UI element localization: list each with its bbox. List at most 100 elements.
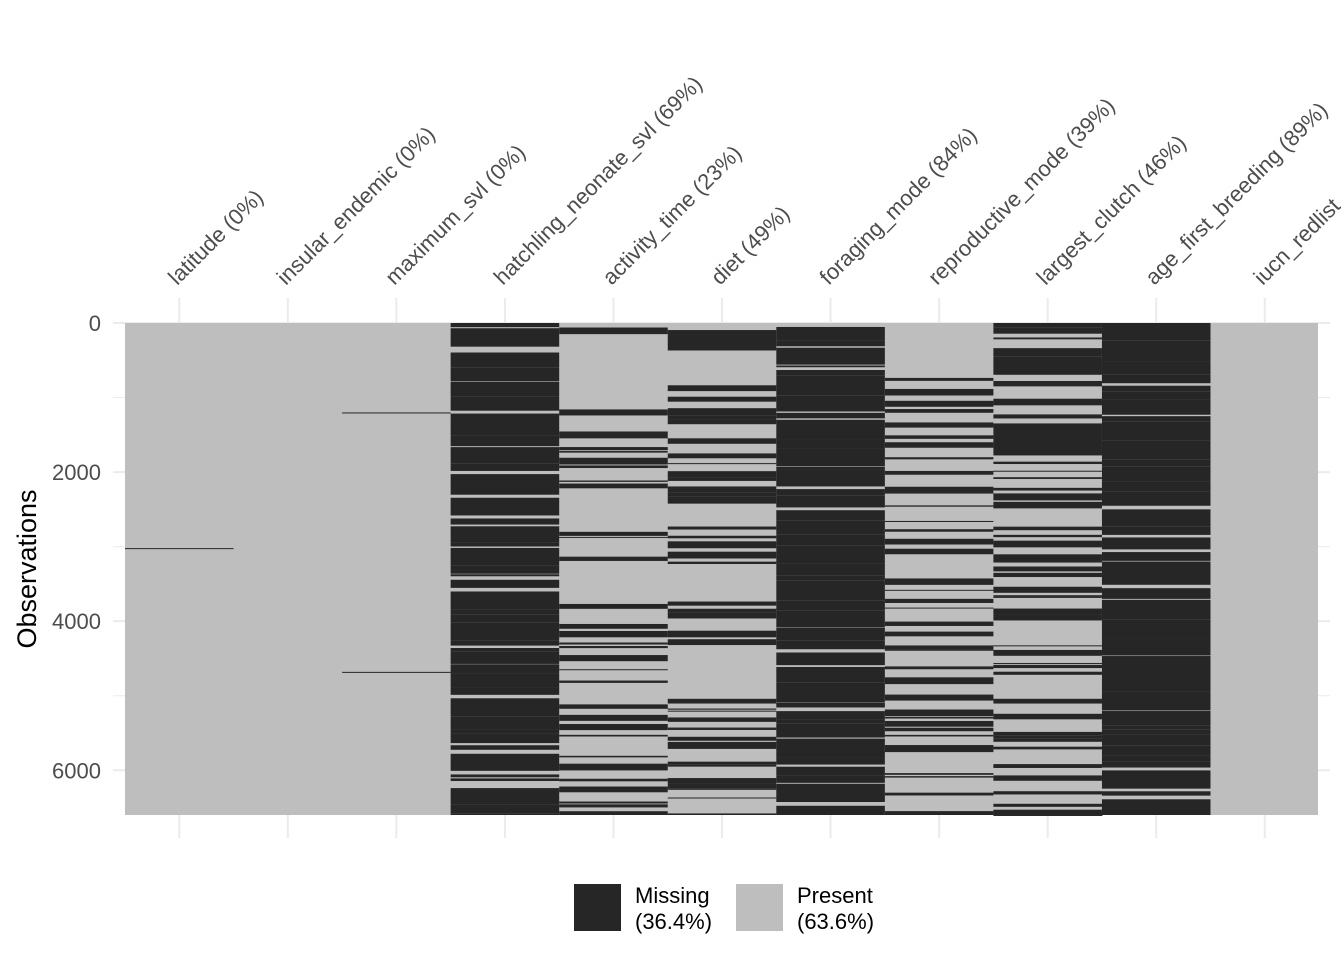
missing-cell-diet: [667, 561, 777, 565]
missing-cell-largest_clutch: [993, 698, 1103, 704]
legend: Missing (36.4%) Present (63.6%): [574, 883, 874, 934]
missing-cell-diet: [667, 612, 777, 619]
missing-cell-age_first_breeding: [1101, 691, 1211, 711]
missing-cell-largest_clutch: [993, 764, 1103, 768]
missing-cell-age_first_breeding: [1101, 770, 1211, 789]
missing-cell-reproductive_mode: [884, 520, 994, 523]
missing-cell-largest_clutch: [993, 461, 1103, 465]
missing-cell-diet: [667, 330, 777, 335]
missing-cell-largest_clutch: [993, 554, 1103, 562]
missing-cell-diet: [667, 453, 777, 459]
missing-cell-age_first_breeding: [1101, 729, 1211, 735]
legend-swatch-missing: [574, 884, 621, 931]
missing-cell-reproductive_mode: [884, 548, 994, 555]
y-axis-tick-labels: 0 2000 4000 6000: [52, 311, 101, 783]
missing-cell-hatchling_neonate_svl: [450, 640, 560, 646]
missing-cell-activity_time: [559, 786, 669, 793]
missing-cell-diet: [667, 438, 777, 441]
missing-cell-foraging_mode: [776, 495, 886, 508]
missing-cell-diet: [667, 710, 777, 712]
missing-cell-hatchling_neonate_svl: [450, 788, 560, 805]
missing-cell-reproductive_mode: [884, 529, 994, 532]
missing-cell-reproductive_mode: [884, 631, 994, 637]
missing-cell-reproductive_mode: [884, 457, 994, 460]
missing-cell-reproductive_mode: [884, 377, 994, 381]
missing-cell-hatchling_neonate_svl: [450, 435, 560, 447]
missing-cell-reproductive_mode: [884, 677, 994, 685]
missing-cell-age_first_breeding: [1101, 791, 1211, 796]
missing-cell-hatchling_neonate_svl: [450, 518, 560, 525]
missing-cell-hatchling_neonate_svl: [450, 622, 560, 641]
missing-cell-age_first_breeding: [1101, 509, 1211, 527]
missing-cell-hatchling_neonate_svl: [450, 547, 560, 566]
missing-cell-activity_time: [559, 536, 669, 538]
missing-cell-largest_clutch: [993, 738, 1103, 742]
missing-cell-hatchling_neonate_svl: [450, 367, 560, 382]
missing-cell-hatchling_neonate_svl: [450, 565, 560, 574]
missing-cell-largest_clutch: [993, 337, 1103, 340]
column-present-insular_endemic: [233, 323, 343, 815]
missing-cell-diet: [667, 541, 777, 549]
missing-cell-diet: [667, 601, 777, 606]
missing-cell-foraging_mode: [776, 489, 886, 496]
missing-cell-reproductive_mode: [884, 486, 994, 494]
missing-cell-hatchling_neonate_svl: [450, 698, 560, 717]
missing-cell-hatchling_neonate_svl: [450, 687, 560, 695]
missing-cell-largest_clutch: [993, 323, 1103, 328]
column-labels: latitude (0%) insular_endemic (0%)maximum…: [163, 71, 1344, 289]
missing-cell-foraging_mode: [776, 600, 886, 611]
missing-cell-activity_time: [559, 603, 669, 609]
column-present-activity_time: [559, 323, 669, 815]
missing-cell-foraging_mode: [776, 757, 886, 765]
missing-cell-age_first_breeding: [1101, 725, 1211, 730]
missing-cell-diet: [667, 496, 777, 504]
missing-cell-largest_clutch: [993, 791, 1103, 795]
missing-cell-diet: [667, 630, 777, 638]
missing-cell-largest_clutch: [993, 731, 1103, 736]
missing-cell-largest_clutch: [993, 423, 1103, 456]
missing-cell-largest_clutch: [993, 380, 1103, 387]
missing-cell-foraging_mode: [776, 723, 886, 738]
missing-cell-activity_time: [559, 801, 669, 804]
missing-cell-largest_clutch: [993, 809, 1103, 815]
missing-cell-diet: [667, 788, 777, 790]
missing-cell-hatchling_neonate_svl: [450, 381, 560, 397]
missing-cell-hatchling_neonate_svl: [450, 497, 560, 516]
missing-cell-reproductive_mode: [884, 734, 994, 737]
missing-cell-reproductive_mode: [884, 792, 994, 796]
missing-cell-hatchling_neonate_svl: [450, 447, 560, 464]
missing-cell-diet: [667, 761, 777, 765]
missingness-heatmap: [125, 323, 1318, 816]
missing-cell-reproductive_mode: [884, 666, 994, 670]
missing-cell-foraging_mode: [776, 545, 886, 564]
missing-cell-hatchling_neonate_svl: [450, 648, 560, 652]
missing-cell-foraging_mode: [776, 419, 886, 440]
missing-cell-age_first_breeding: [1101, 491, 1211, 506]
missing-cell-largest_clutch: [993, 493, 1103, 501]
missing-cell-maximum_svl: [342, 671, 452, 673]
missing-cell-activity_time: [559, 669, 669, 671]
missing-cell-foraging_mode: [776, 347, 886, 365]
missing-cell-foraging_mode: [776, 719, 886, 724]
missing-cell-foraging_mode: [776, 534, 886, 546]
missing-cell-largest_clutch: [993, 348, 1103, 351]
missing-cell-activity_time: [559, 763, 669, 771]
missing-cell-activity_time: [559, 447, 669, 451]
missing-cell-foraging_mode: [776, 738, 886, 758]
missing-cell-age_first_breeding: [1101, 619, 1211, 639]
missing-cell-age_first_breeding: [1101, 711, 1211, 726]
missing-cell-diet: [667, 764, 777, 767]
missing-cell-hatchling_neonate_svl: [450, 463, 560, 471]
missing-cell-activity_time: [559, 451, 669, 453]
missing-cell-hatchling_neonate_svl: [450, 542, 560, 547]
missing-cell-age_first_breeding: [1101, 755, 1211, 762]
missing-cell-age_first_breeding: [1101, 421, 1211, 441]
column-label-iucn_redlist: iucn_redlist: [1249, 193, 1344, 289]
column-present-iucn_redlist: [1210, 323, 1318, 815]
legend-pct-present: (63.6%): [797, 909, 874, 934]
missing-cell-reproductive_mode: [884, 505, 994, 507]
missing-cell-foraging_mode: [776, 575, 886, 581]
missing-cell-foraging_mode: [776, 627, 886, 641]
missing-cell-activity_time: [559, 811, 669, 815]
missing-cell-largest_clutch: [993, 662, 1103, 664]
